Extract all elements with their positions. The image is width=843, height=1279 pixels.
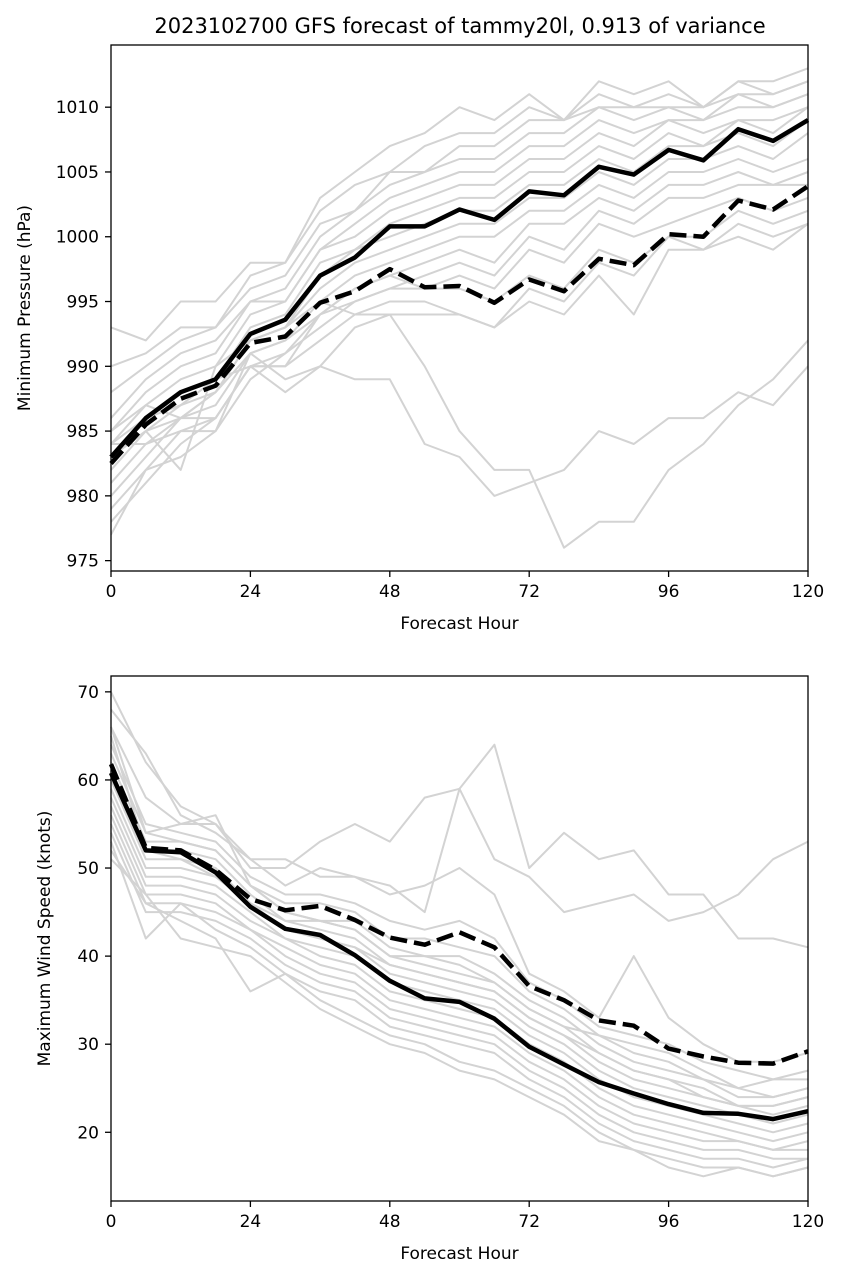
wind-mean-series: [108, 763, 809, 1122]
wind-member-line-3: [110, 726, 809, 1063]
pressure-x-tick-label: 120: [792, 582, 824, 602]
pressure-member-line-18: [110, 365, 809, 497]
wind-x-ticks: 0 24 48 72 96 120: [106, 1201, 824, 1232]
wind-member-line-17: [110, 858, 809, 1178]
wind-dashed-line: [108, 763, 809, 1066]
pressure-x-tick-label: 0: [106, 582, 117, 602]
pressure-y-tick-label: 980: [67, 487, 99, 507]
wind-y-axis-label: Maximum Wind Speed (knots): [35, 811, 55, 1067]
pressure-member-line-2: [110, 80, 809, 368]
pressure-member-line-4: [110, 93, 809, 419]
wind-member-line-18: [110, 726, 809, 1099]
wind-x-tick-label: 72: [518, 1212, 540, 1232]
pressure-y-tick-label: 975: [67, 552, 99, 572]
pressure-y-tick-label: 1000: [56, 228, 99, 248]
wind-member-line-11: [110, 805, 809, 1143]
pressure-x-tick-label: 96: [658, 582, 680, 602]
pressure-dashed-line: [109, 184, 810, 466]
pressure-ensemble-members: [110, 67, 809, 549]
pressure-member-line-6: [110, 106, 809, 445]
pressure-y-tick-label: 985: [67, 422, 99, 442]
pressure-member-line-1: [110, 67, 809, 342]
wind-x-tick-label: 96: [658, 1212, 680, 1232]
pressure-y-tick-label: 990: [67, 357, 99, 377]
pressure-x-ticks: 0 24 48 72 96 120: [106, 571, 824, 602]
wind-member-line-7: [110, 770, 809, 1107]
pressure-y-tick-label: 995: [67, 293, 99, 313]
pressure-member-line-5: [110, 93, 809, 432]
wind-solid-line: [108, 771, 809, 1122]
pressure-solid-line: [109, 118, 810, 459]
wind-y-tick-label: 60: [77, 771, 99, 791]
pressure-y-axis-label: Minimum Pressure (hPa): [15, 205, 35, 411]
chart-title: 2023102700 GFS forecast of tammy20l, 0.9…: [154, 14, 765, 38]
pressure-panel: 2023102700 GFS forecast of tammy20l, 0.9…: [15, 14, 824, 634]
wind-x-tick-label: 24: [240, 1212, 262, 1232]
wind-y-tick-label: 30: [77, 1035, 99, 1055]
pressure-member-line-3: [110, 80, 809, 394]
wind-member-line-15: [110, 841, 809, 1169]
pressure-member-line-16: [110, 222, 809, 445]
pressure-x-tick-label: 72: [518, 582, 540, 602]
pressure-member-line-14: [110, 209, 809, 432]
pressure-x-axis-label: Forecast Hour: [400, 614, 518, 634]
wind-member-line-16: [110, 849, 809, 1178]
wind-member-line-2: [110, 708, 809, 922]
wind-y-tick-label: 70: [77, 683, 99, 703]
wind-x-tick-label: 48: [379, 1212, 401, 1232]
pressure-mean-series: [109, 118, 810, 466]
wind-member-line-14: [110, 832, 808, 1160]
wind-x-tick-label: 120: [792, 1212, 824, 1232]
pressure-y-ticks: 975 980 985 990 995 1000 1005 1010: [56, 98, 111, 572]
pressure-member-line-17: [111, 313, 809, 549]
wind-y-tick-label: 20: [77, 1123, 99, 1143]
wind-member-line-1: [110, 691, 809, 949]
wind-y-ticks: 20 30 40 50 60 70: [77, 683, 111, 1143]
wind-member-line-5: [110, 753, 808, 1090]
pressure-member-line-15: [110, 222, 809, 471]
wind-member-line-12: [110, 814, 809, 1151]
wind-x-tick-label: 0: [106, 1212, 117, 1232]
pressure-y-tick-label: 1010: [56, 98, 99, 118]
wind-x-axis-label: Forecast Hour: [400, 1244, 518, 1264]
pressure-member-line-10: [110, 158, 809, 497]
pressure-x-tick-label: 48: [379, 582, 401, 602]
wind-member-line-13: [110, 823, 808, 1151]
wind-y-tick-label: 50: [77, 859, 99, 879]
pressure-x-tick-label: 24: [240, 582, 262, 602]
pressure-y-tick-label: 1005: [56, 163, 99, 183]
wind-axes-frame: [110, 675, 809, 1202]
pressure-axes-frame: [110, 44, 809, 572]
wind-y-tick-label: 40: [77, 947, 99, 967]
pressure-member-line-13: [110, 196, 809, 536]
